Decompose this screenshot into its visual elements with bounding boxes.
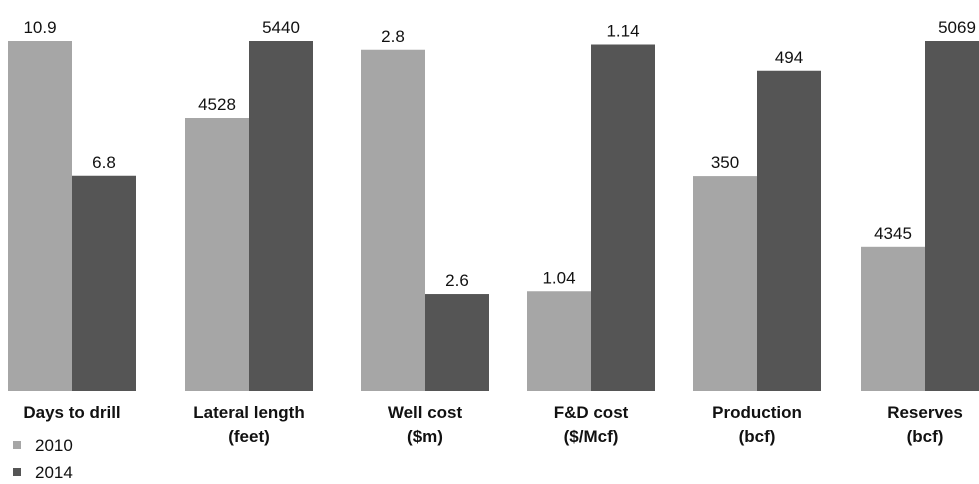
value-label-2010-2: 2.8	[381, 27, 405, 46]
bar-2010-4	[693, 176, 757, 391]
legend-swatch-2014	[13, 468, 21, 476]
value-label-2014-2: 2.6	[445, 271, 469, 290]
value-label-2010-3: 1.04	[542, 268, 575, 287]
value-label-2014-3: 1.14	[606, 22, 639, 41]
value-label-2010-5: 4345	[874, 224, 912, 243]
value-label-2010-1: 4528	[198, 95, 236, 114]
bar-2014-1	[249, 41, 313, 391]
value-label-2014-5: 5069	[938, 18, 976, 37]
value-label-2014-1: 5440	[262, 18, 300, 37]
legend-label-2014: 2014	[35, 463, 73, 482]
category-label-3-line-0: F&D cost	[554, 403, 629, 422]
category-label-4-line-1: (bcf)	[739, 427, 776, 446]
category-label-0-line-0: Days to drill	[23, 403, 120, 422]
category-label-2-line-0: Well cost	[388, 403, 463, 422]
bar-2010-3	[527, 291, 591, 391]
bar-2010-2	[361, 49, 425, 391]
category-label-2-line-1: ($m)	[407, 427, 443, 446]
value-label-2014-4: 494	[775, 48, 803, 67]
bar-2010-5	[861, 246, 925, 391]
value-label-2014-0: 6.8	[92, 153, 116, 172]
legend-swatch-2010	[13, 441, 21, 449]
category-label-1-line-1: (feet)	[228, 427, 270, 446]
bar-2010-0	[8, 41, 72, 391]
category-label-5-line-0: Reserves	[887, 403, 963, 422]
bar-2014-4	[757, 70, 821, 391]
category-label-3-line-1: ($/Mcf)	[564, 427, 619, 446]
bar-2010-1	[185, 118, 249, 391]
bars-layer	[8, 41, 979, 391]
category-label-4-line-0: Production	[712, 403, 802, 422]
legend: 2010 2014	[13, 436, 73, 482]
value-label-2010-4: 350	[711, 153, 739, 172]
bar-2014-3	[591, 44, 655, 391]
value-label-2010-0: 10.9	[23, 18, 56, 37]
value-labels-layer: 10.9 6.8 4528 5440 2.8 2.6 1.04 1.14 350 494 4345 5…	[23, 18, 975, 290]
category-label-5-line-1: (bcf)	[907, 427, 944, 446]
bar-2014-5	[925, 41, 979, 391]
category-labels-layer: Days to drill Lateral length (feet) Well co…	[23, 403, 962, 446]
bar-2014-2	[425, 294, 489, 391]
legend-label-2010: 2010	[35, 436, 73, 455]
category-label-1-line-0: Lateral length	[193, 403, 304, 422]
bar-2014-0	[72, 175, 136, 391]
